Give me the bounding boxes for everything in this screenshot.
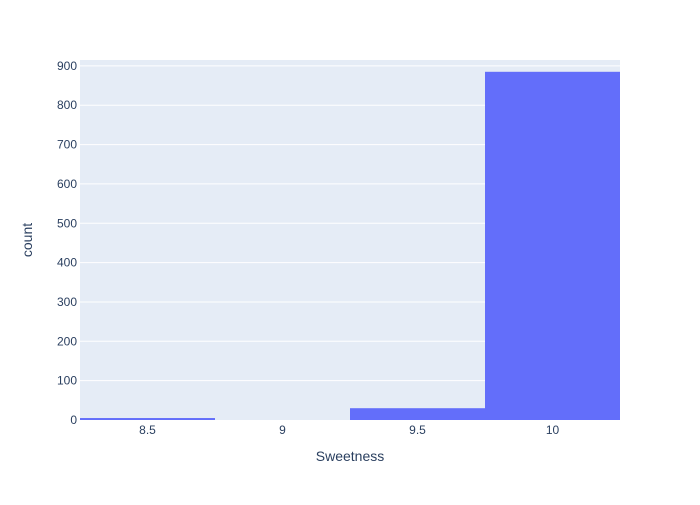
y-tick-label: 700: [57, 138, 77, 152]
x-tick-label: 10: [546, 423, 560, 437]
x-axis-ticks: 8.5 9 9.5 10: [139, 423, 559, 437]
y-tick-label: 600: [57, 177, 77, 191]
histogram-bar: [350, 408, 485, 420]
x-tick-label: 9.5: [409, 423, 426, 437]
x-tick-label: 9: [279, 423, 286, 437]
y-tick-label: 100: [57, 374, 77, 388]
y-tick-label: 400: [57, 256, 77, 270]
y-axis-title: count: [19, 223, 35, 257]
x-tick-label: 8.5: [139, 423, 156, 437]
y-tick-label: 500: [57, 216, 77, 230]
histogram-bar: [485, 71, 620, 420]
y-tick-label: 300: [57, 295, 77, 309]
bars: [80, 71, 620, 420]
y-axis-ticks: 0 100 200 300 400 500 600 700 800 900: [57, 59, 77, 427]
y-tick-label: 800: [57, 98, 77, 112]
y-tick-label: 200: [57, 334, 77, 348]
histogram-bar: [80, 418, 215, 420]
y-tick-label: 900: [57, 59, 77, 73]
x-axis-title: Sweetness: [316, 448, 384, 464]
y-tick-label: 0: [70, 413, 77, 427]
